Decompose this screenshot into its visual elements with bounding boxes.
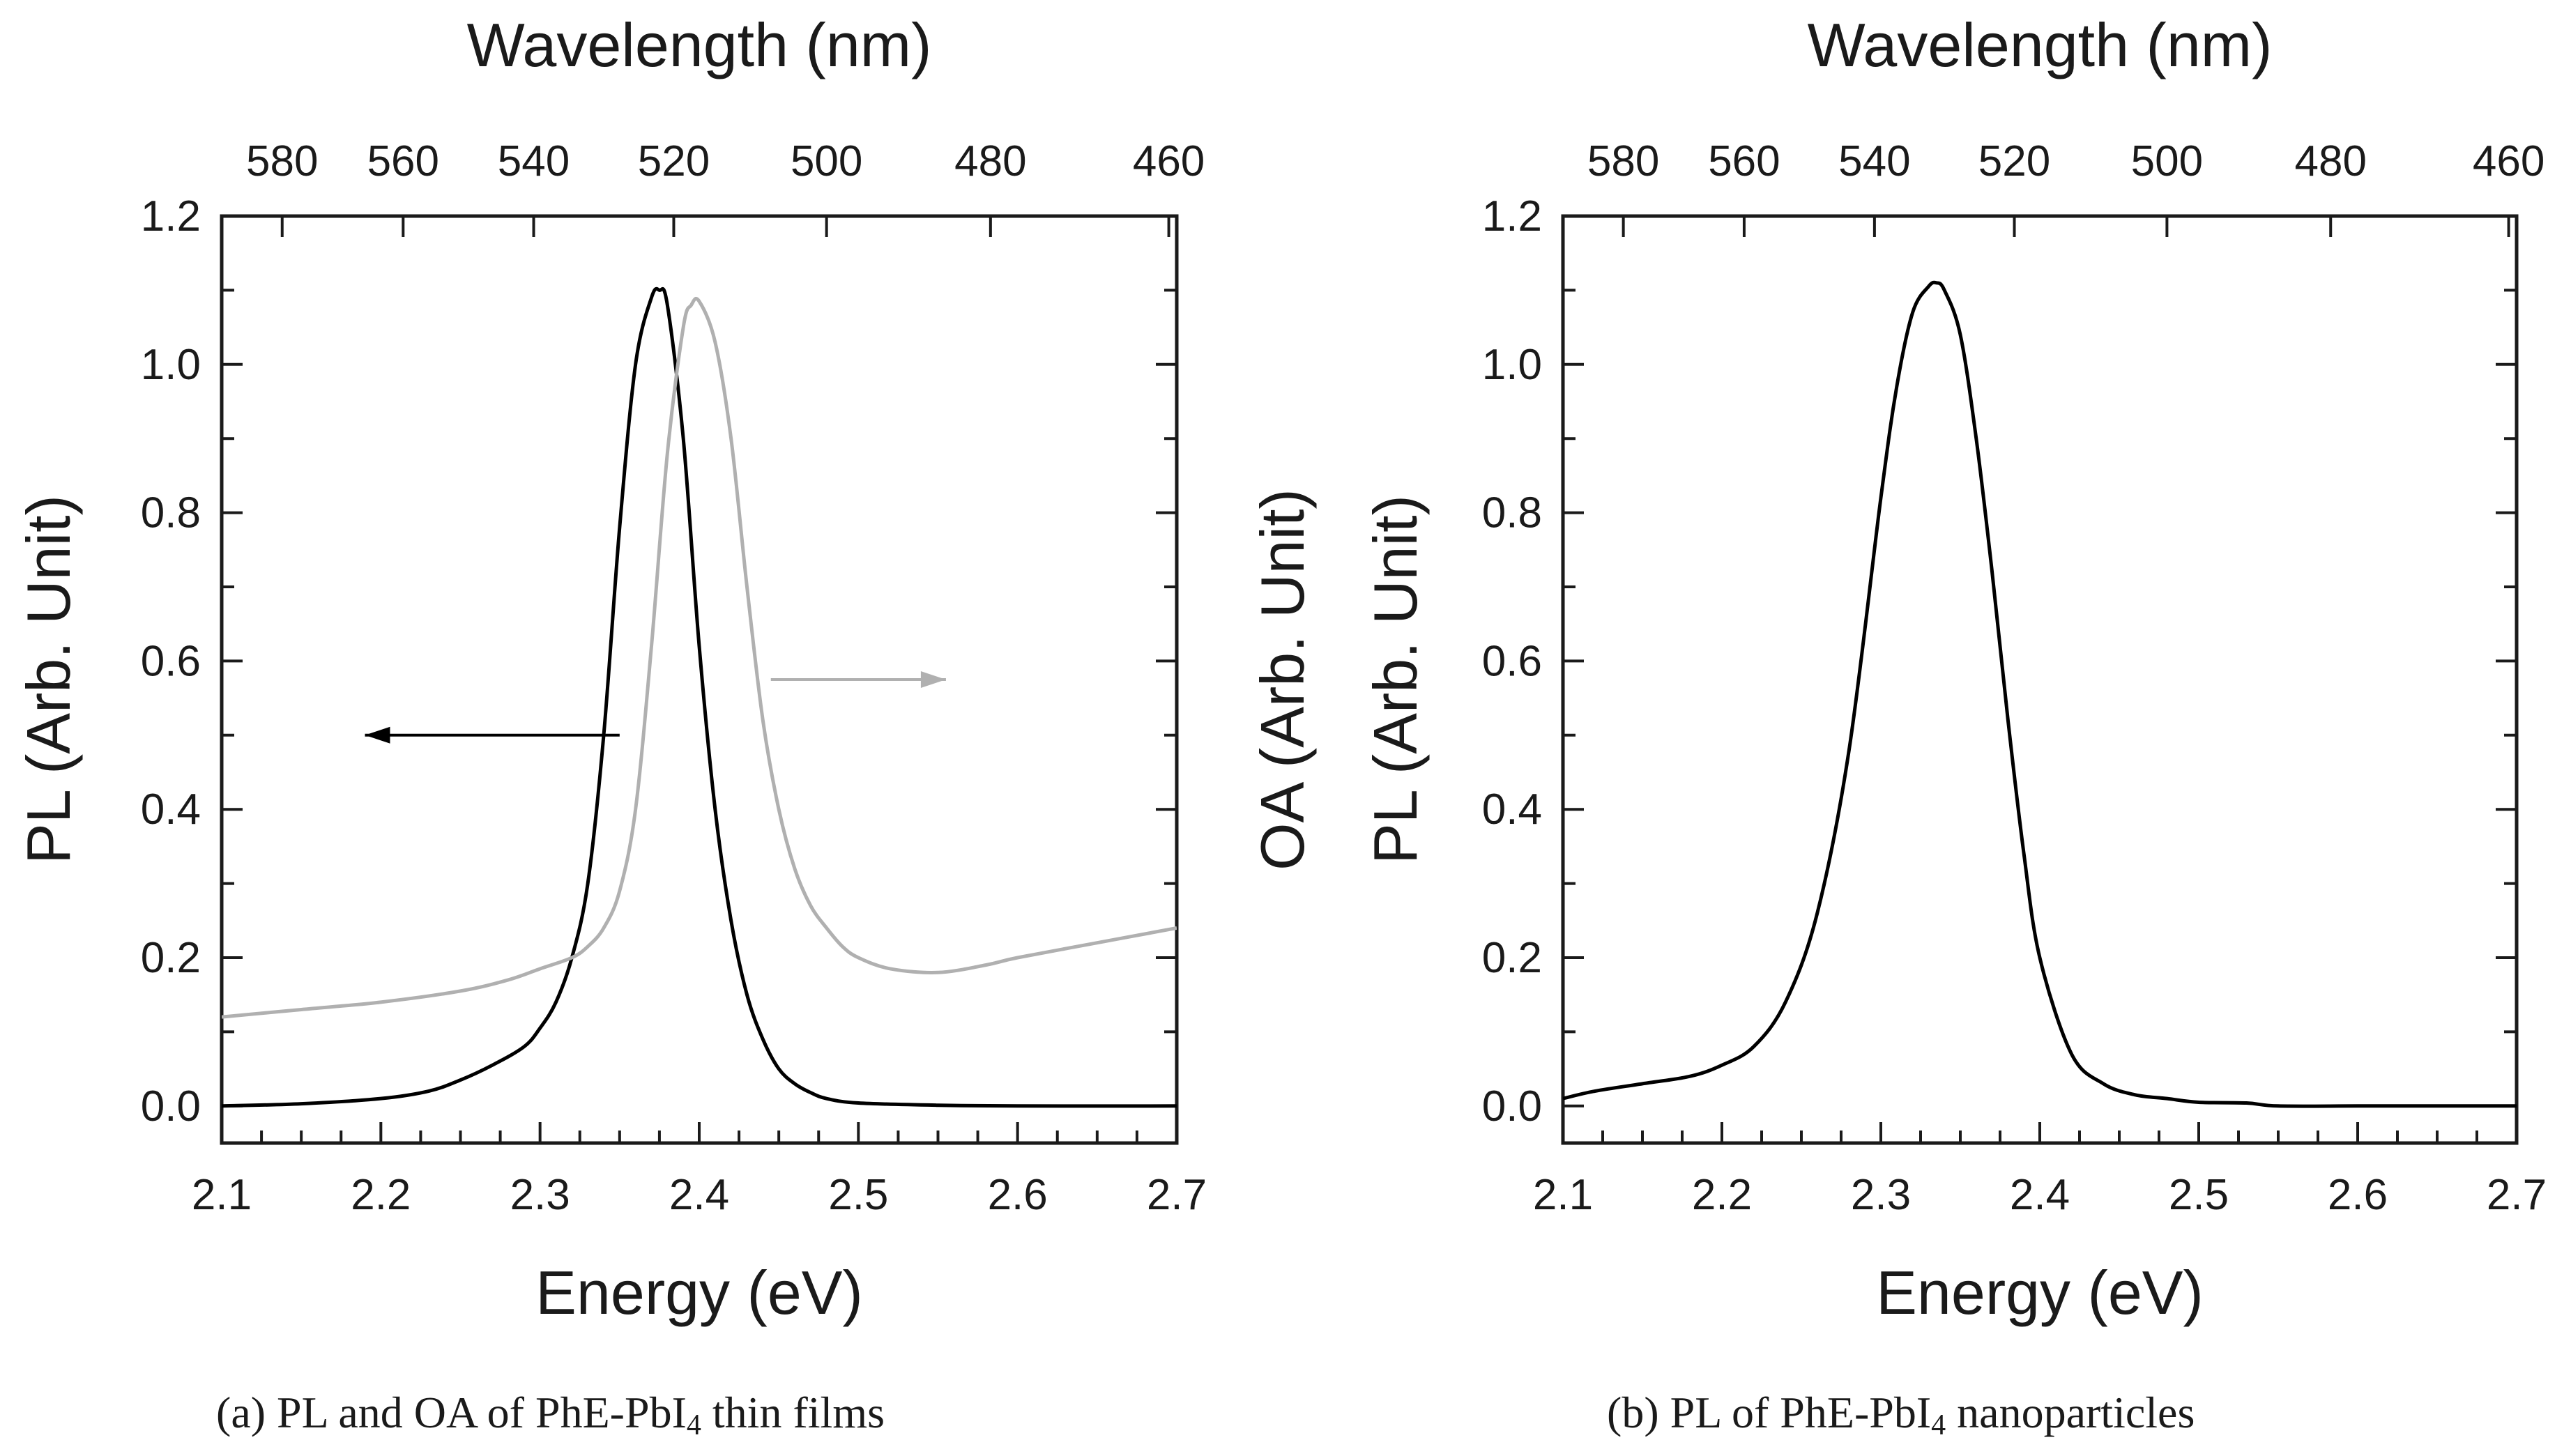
- caption-b-text: (b) PL of PhE-PbI: [1607, 1388, 1932, 1437]
- caption-b-subscript: 4: [1931, 1409, 1946, 1441]
- x-axis-title: Energy (eV): [1876, 1258, 2204, 1327]
- series-line-pl: [222, 286, 1177, 1108]
- y-tick-label: 1.0: [1482, 341, 1542, 389]
- top-tick-label: 560: [367, 137, 439, 185]
- x-tick-label: 2.1: [192, 1171, 252, 1219]
- caption-a-text: (a) PL and OA of PhE-PbI: [216, 1388, 687, 1437]
- top-tick-label: 500: [791, 137, 862, 185]
- y-tick-label: 0.8: [141, 489, 201, 537]
- series-line-oa: [222, 297, 1177, 1019]
- x-tick-label: 2.7: [2487, 1171, 2547, 1219]
- y-tick-label: 0.4: [141, 786, 201, 834]
- y-tick-label: 0.2: [141, 934, 201, 982]
- top-axis-title: Wavelength (nm): [467, 10, 932, 79]
- x-tick-label: 2.1: [1533, 1171, 1593, 1219]
- top-tick-label: 460: [2473, 137, 2545, 185]
- y-tick-label: 0.8: [1482, 489, 1542, 537]
- y-tick-label: 0.2: [1482, 934, 1542, 982]
- y-axis-title: PL (Arb. Unit): [1361, 495, 1430, 864]
- caption-b: (b) PL of PhE-PbI4 nanoparticles: [1607, 1387, 2195, 1442]
- plot-frame: [1561, 214, 2519, 1145]
- top-tick-label: 460: [1133, 137, 1205, 185]
- series-line-pl: [1563, 280, 2517, 1108]
- chart-panel-b: 2.1 2.2 2.3 2.4 2.5 2.6 2.7 0.0 0.2 0.4 0.6 0.8 1.0 1…: [1361, 10, 2547, 1327]
- x-tick-label: 2.2: [1692, 1171, 1752, 1219]
- x-tick-label: 2.3: [510, 1171, 570, 1219]
- chart-panel-a: 2.1 2.2 2.3 2.4 2.5 2.6 2.7 0.0 0.2 0.4 0.6 0.8 1.0 1…: [14, 10, 1317, 1327]
- top-tick-label: 500: [2131, 137, 2203, 185]
- y-tick-label: 1.2: [141, 192, 201, 240]
- top-tick-label: 540: [498, 137, 570, 185]
- y-tick-label: 0.0: [141, 1082, 201, 1131]
- top-tick-label: 480: [2295, 137, 2367, 185]
- y-tick-label: 0.6: [141, 637, 201, 685]
- caption-a-suffix: thin films: [701, 1388, 885, 1437]
- x-tick-label: 2.5: [2169, 1171, 2229, 1219]
- top-tick-label: 480: [954, 137, 1026, 185]
- x-tick-label: 2.2: [351, 1171, 411, 1219]
- caption-a-subscript: 4: [686, 1409, 701, 1441]
- y-tick-label: 0.4: [1482, 786, 1542, 834]
- top-tick-label: 520: [638, 137, 710, 185]
- top-tick-label: 580: [1587, 137, 1659, 185]
- top-tick-label: 520: [1978, 137, 2050, 185]
- x-axis-title: Energy (eV): [535, 1258, 863, 1327]
- caption-a: (a) PL and OA of PhE-PbI4 thin films: [216, 1387, 885, 1442]
- x-tick-label: 2.5: [828, 1171, 888, 1219]
- x-tick-label: 2.6: [988, 1171, 1048, 1219]
- top-axis-title: Wavelength (nm): [1808, 10, 2273, 79]
- arrow-head: [920, 671, 946, 688]
- y-tick-label: 1.2: [1482, 192, 1542, 240]
- caption-b-suffix: nanoparticles: [1946, 1388, 2195, 1437]
- x-tick-label: 2.7: [1147, 1171, 1207, 1219]
- x-tick-label: 2.6: [2328, 1171, 2388, 1219]
- y-tick-label: 1.0: [141, 341, 201, 389]
- arrow-head: [365, 726, 390, 744]
- y-tick-label: 0.6: [1482, 637, 1542, 685]
- x-tick-label: 2.3: [1851, 1171, 1911, 1219]
- y-axis-title-right: OA (Arb. Unit): [1248, 489, 1317, 871]
- top-tick-label: 560: [1708, 137, 1780, 185]
- y-axis-title: PL (Arb. Unit): [14, 495, 83, 864]
- x-tick-label: 2.4: [669, 1171, 729, 1219]
- top-tick-label: 540: [1838, 137, 1910, 185]
- top-tick-label: 580: [246, 137, 318, 185]
- y-tick-label: 0.0: [1482, 1082, 1542, 1131]
- x-tick-label: 2.4: [2010, 1171, 2070, 1219]
